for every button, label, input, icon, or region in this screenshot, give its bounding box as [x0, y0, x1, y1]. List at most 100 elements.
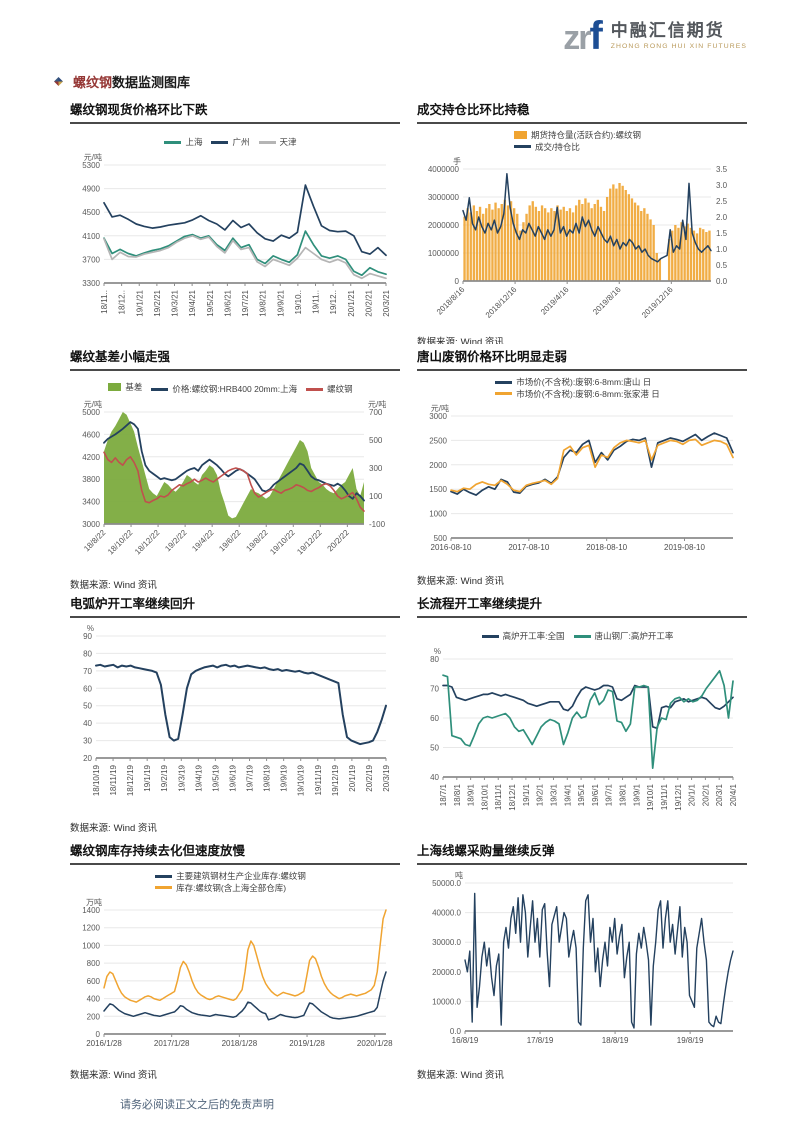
- svg-text:2016/1/28: 2016/1/28: [86, 1039, 122, 1048]
- svg-text:20/1/19: 20/1/19: [348, 764, 357, 791]
- svg-text:60: 60: [430, 714, 439, 723]
- svg-text:500: 500: [369, 436, 383, 445]
- chart-plot-area: 80 70 60 50 40% 18/7/1 18/8/1 18/9/1 18/10/1 18/1…: [417, 645, 747, 832]
- svg-text:元/吨: 元/吨: [84, 399, 102, 409]
- svg-text:0: 0: [455, 277, 460, 286]
- svg-text:19/7/1: 19/7/1: [605, 783, 614, 806]
- data-source: 数据来源:Wind 资讯: [417, 337, 504, 344]
- svg-text:手: 手: [453, 156, 461, 166]
- legend-swatch: [495, 380, 513, 384]
- svg-text:3800: 3800: [82, 475, 100, 484]
- chart-legend: 主要建筑钢材生产企业库存:螺纹钢 库存:螺纹钢(含上海全部仓库): [70, 871, 400, 895]
- svg-text:19/6/1: 19/6/1: [591, 783, 600, 806]
- svg-text:20/1/21: 20/1/21: [347, 289, 356, 316]
- chart-canvas: 90 80 70 60 50 40 30 20% 18/10/19 18/11/19 18/12/1…: [83, 624, 391, 796]
- svg-text:2016-08-10: 2016-08-10: [431, 543, 472, 552]
- svg-text:40000.0: 40000.0: [432, 909, 461, 918]
- svg-text:2000: 2000: [429, 461, 447, 470]
- legend-item: 成交/持仓比: [513, 142, 641, 153]
- svg-text:19/2/1: 19/2/1: [536, 783, 545, 806]
- svg-text:19/12/22: 19/12/22: [295, 528, 324, 557]
- disclaimer-text: 请务必阅读正文之后的免责声明: [120, 1099, 274, 1111]
- data-source: 数据来源:Wind 资讯: [417, 1070, 504, 1081]
- svg-text:4200: 4200: [82, 453, 100, 462]
- legend-item: 市场价(不含税):废钢:6-8mm:张家港 日: [495, 389, 660, 400]
- svg-text:1400: 1400: [82, 906, 100, 915]
- svg-text:50000.0: 50000.0: [432, 879, 461, 888]
- svg-text:19/2/19: 19/2/19: [160, 764, 169, 791]
- chart-panel-volume-oi-ratio: 成交持仓比环比持稳 期货持仓量(活跃合约):螺纹钢 成交/持仓比 4000000 3…: [417, 97, 747, 344]
- chart-plot-area: 4000000 3000000 2000000 1000000 0 3.5 3.0 2.5 2.…: [417, 155, 747, 330]
- svg-text:10000.0: 10000.0: [432, 997, 461, 1006]
- svg-text:20: 20: [83, 754, 92, 763]
- chart-plot-area: 90 80 70 60 50 40 30 20% 18/10/19 18/11/19 18/12/1…: [70, 622, 400, 813]
- svg-text:5000: 5000: [82, 408, 100, 417]
- chart-legend: 期货持仓量(活跃合约):螺纹钢 成交/持仓比: [417, 130, 747, 154]
- legend-item: 市场价(不含税):废钢:6-8mm:唐山 日: [495, 377, 660, 388]
- svg-text:%: %: [87, 624, 94, 633]
- chart-legend: 上海 广州 天津: [70, 130, 400, 150]
- svg-text:4100: 4100: [82, 232, 100, 241]
- chart-plot-area: 50000.0 40000.0 30000.0 20000.0 10000.0 0.0 吨 1…: [417, 869, 747, 1052]
- svg-text:19/11/19: 19/11/19: [314, 764, 323, 795]
- svg-text:19/5/21: 19/5/21: [206, 289, 215, 316]
- svg-text:2018/8/16: 2018/8/16: [435, 285, 467, 317]
- legend-swatch: [258, 141, 276, 144]
- svg-text:0.0: 0.0: [716, 277, 728, 286]
- svg-text:1.0: 1.0: [716, 245, 728, 254]
- svg-text:700: 700: [369, 408, 383, 417]
- chart-title: 上海线螺采购量继续反弹: [417, 838, 747, 865]
- svg-text:100: 100: [369, 492, 383, 501]
- svg-text:19/9/19: 19/9/19: [280, 764, 289, 791]
- svg-text:19/6/21: 19/6/21: [223, 289, 232, 316]
- svg-text:60: 60: [83, 684, 92, 693]
- svg-text:400: 400: [87, 995, 101, 1004]
- legend-item: 高炉开工率:全国: [481, 631, 565, 642]
- svg-text:5300: 5300: [82, 161, 100, 170]
- chart-panel-rebar-inventory: 螺纹钢库存持续去化但速度放慢 主要建筑钢材生产企业库存:螺纹钢 库存:螺纹钢(含上…: [70, 838, 400, 1085]
- svg-text:1000000: 1000000: [428, 249, 460, 258]
- data-source: 数据来源:Wind 资讯: [70, 1070, 157, 1081]
- svg-text:2019/1/28: 2019/1/28: [289, 1039, 325, 1048]
- svg-text:19/3/19: 19/3/19: [177, 764, 186, 791]
- chart-title: 螺纹钢现货价格环比下跌: [70, 97, 400, 124]
- svg-text:20/2/22: 20/2/22: [326, 528, 352, 554]
- legend-swatch: [164, 141, 182, 144]
- chart-title: 螺纹钢库存持续去化但速度放慢: [70, 838, 400, 865]
- svg-text:18/8/19: 18/8/19: [602, 1036, 629, 1045]
- company-name-cn: 中融汇信期货: [610, 21, 725, 41]
- chart-canvas: 5000 4600 4200 3800 3400 3000 700 500 300 100 -100…: [82, 399, 386, 557]
- svg-text:19/10/1: 19/10/1: [646, 783, 655, 810]
- svg-text:3000: 3000: [429, 412, 447, 421]
- legend-swatch: [513, 145, 531, 149]
- svg-text:19/4/22: 19/4/22: [190, 528, 216, 554]
- chart-canvas: 1400 1200 1000 800 600 400 200 0 万吨 2016/1/28 2017…: [82, 897, 393, 1048]
- svg-text:19/12..: 19/12..: [329, 290, 338, 314]
- svg-text:18/11..: 18/11..: [100, 290, 109, 314]
- legend-item: 广州: [211, 137, 250, 148]
- legend-item: 唐山钢厂:高炉开工率: [573, 631, 673, 642]
- svg-text:80: 80: [430, 655, 439, 664]
- svg-text:30: 30: [83, 737, 92, 746]
- svg-text:3700: 3700: [82, 255, 100, 264]
- chart-legend: 市场价(不含税):废钢:6-8mm:唐山 日市场价(不含税):废钢:6-8mm:…: [417, 377, 747, 401]
- svg-text:4500: 4500: [82, 208, 100, 217]
- legend-swatch: [151, 388, 169, 391]
- svg-text:20000.0: 20000.0: [432, 968, 461, 977]
- chart-panel-bf-operating-rate: 长流程开工率继续提升 高炉开工率:全国 唐山钢厂:高炉开工率 80 70 60 50 40…: [417, 591, 747, 838]
- svg-text:20/3/21: 20/3/21: [382, 289, 391, 316]
- svg-text:20/2/19: 20/2/19: [365, 764, 374, 791]
- svg-text:19/10..: 19/10..: [294, 290, 303, 314]
- svg-text:-100: -100: [369, 520, 386, 529]
- svg-text:19/11..: 19/11..: [312, 290, 321, 314]
- svg-text:19/1/1: 19/1/1: [522, 783, 531, 806]
- diamond-bullet-icon: [54, 77, 63, 86]
- svg-text:19/6/19: 19/6/19: [228, 764, 237, 791]
- svg-text:19/12/19: 19/12/19: [331, 764, 340, 796]
- company-logo: zrf 中融汇信期货 ZHONG RONG HUI XIN FUTURES: [563, 16, 747, 56]
- svg-text:50: 50: [430, 744, 439, 753]
- svg-text:2020/1/28: 2020/1/28: [357, 1039, 393, 1048]
- chart-panel-scrap-price: 唐山废钢价格环比明显走弱 市场价(不含税):废钢:6-8mm:唐山 日市场价(不…: [417, 344, 747, 591]
- svg-text:19/4/21: 19/4/21: [188, 289, 197, 316]
- svg-text:19/1/19: 19/1/19: [143, 764, 152, 791]
